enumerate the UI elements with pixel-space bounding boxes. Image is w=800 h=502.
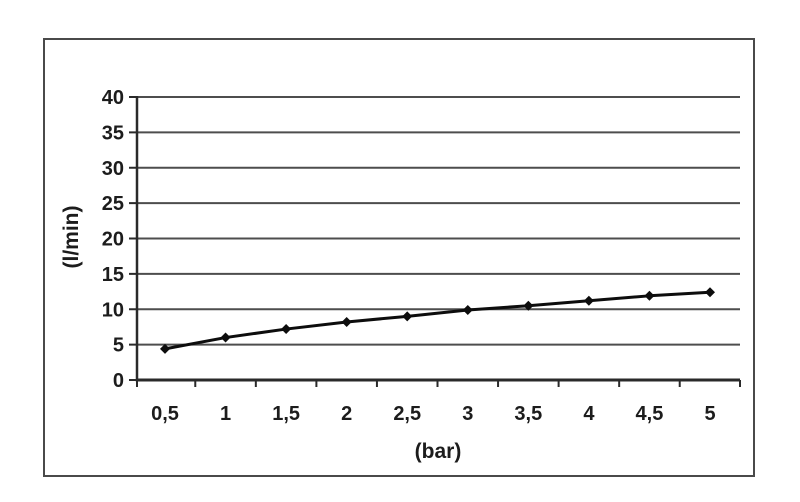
y-axis-title: (l/min) [60, 205, 83, 269]
y-tick-label: 30 [102, 158, 124, 180]
y-tick-label: 40 [102, 87, 124, 109]
x-tick-label: 5 [704, 403, 715, 425]
data-point-marker [341, 316, 352, 327]
x-axis-title: (bar) [414, 440, 462, 463]
y-tick-label: 25 [102, 193, 124, 215]
data-point-marker [402, 311, 413, 322]
data-point-marker [705, 287, 715, 298]
x-tick-label: 0,5 [151, 403, 179, 425]
x-tick-label: 4,5 [636, 403, 664, 425]
data-point-marker [644, 290, 655, 301]
y-tick-label: 10 [102, 299, 124, 321]
y-tick-label: 0 [113, 370, 124, 392]
data-series-line [163, 290, 712, 351]
x-tick-label: 2,5 [393, 403, 421, 425]
data-point-marker [281, 324, 292, 335]
data-point-marker [523, 300, 534, 311]
x-tick-label: 3 [462, 403, 473, 425]
data-point-marker [220, 332, 231, 343]
data-point-marker [583, 295, 594, 306]
chart-frame [43, 38, 755, 477]
x-tick-label: 2 [341, 403, 352, 425]
y-tick-label: 20 [102, 229, 124, 251]
y-tick-label: 5 [113, 335, 124, 357]
data-point-marker [462, 304, 473, 315]
x-tick-label: 1 [220, 403, 231, 425]
x-tick-label: 4 [583, 403, 595, 425]
data-point-marker [160, 343, 170, 354]
y-tick-label: 15 [102, 264, 124, 286]
x-tick-label: 1,5 [272, 403, 300, 425]
y-tick-label: 35 [102, 122, 124, 144]
x-tick-label: 3,5 [514, 403, 542, 425]
